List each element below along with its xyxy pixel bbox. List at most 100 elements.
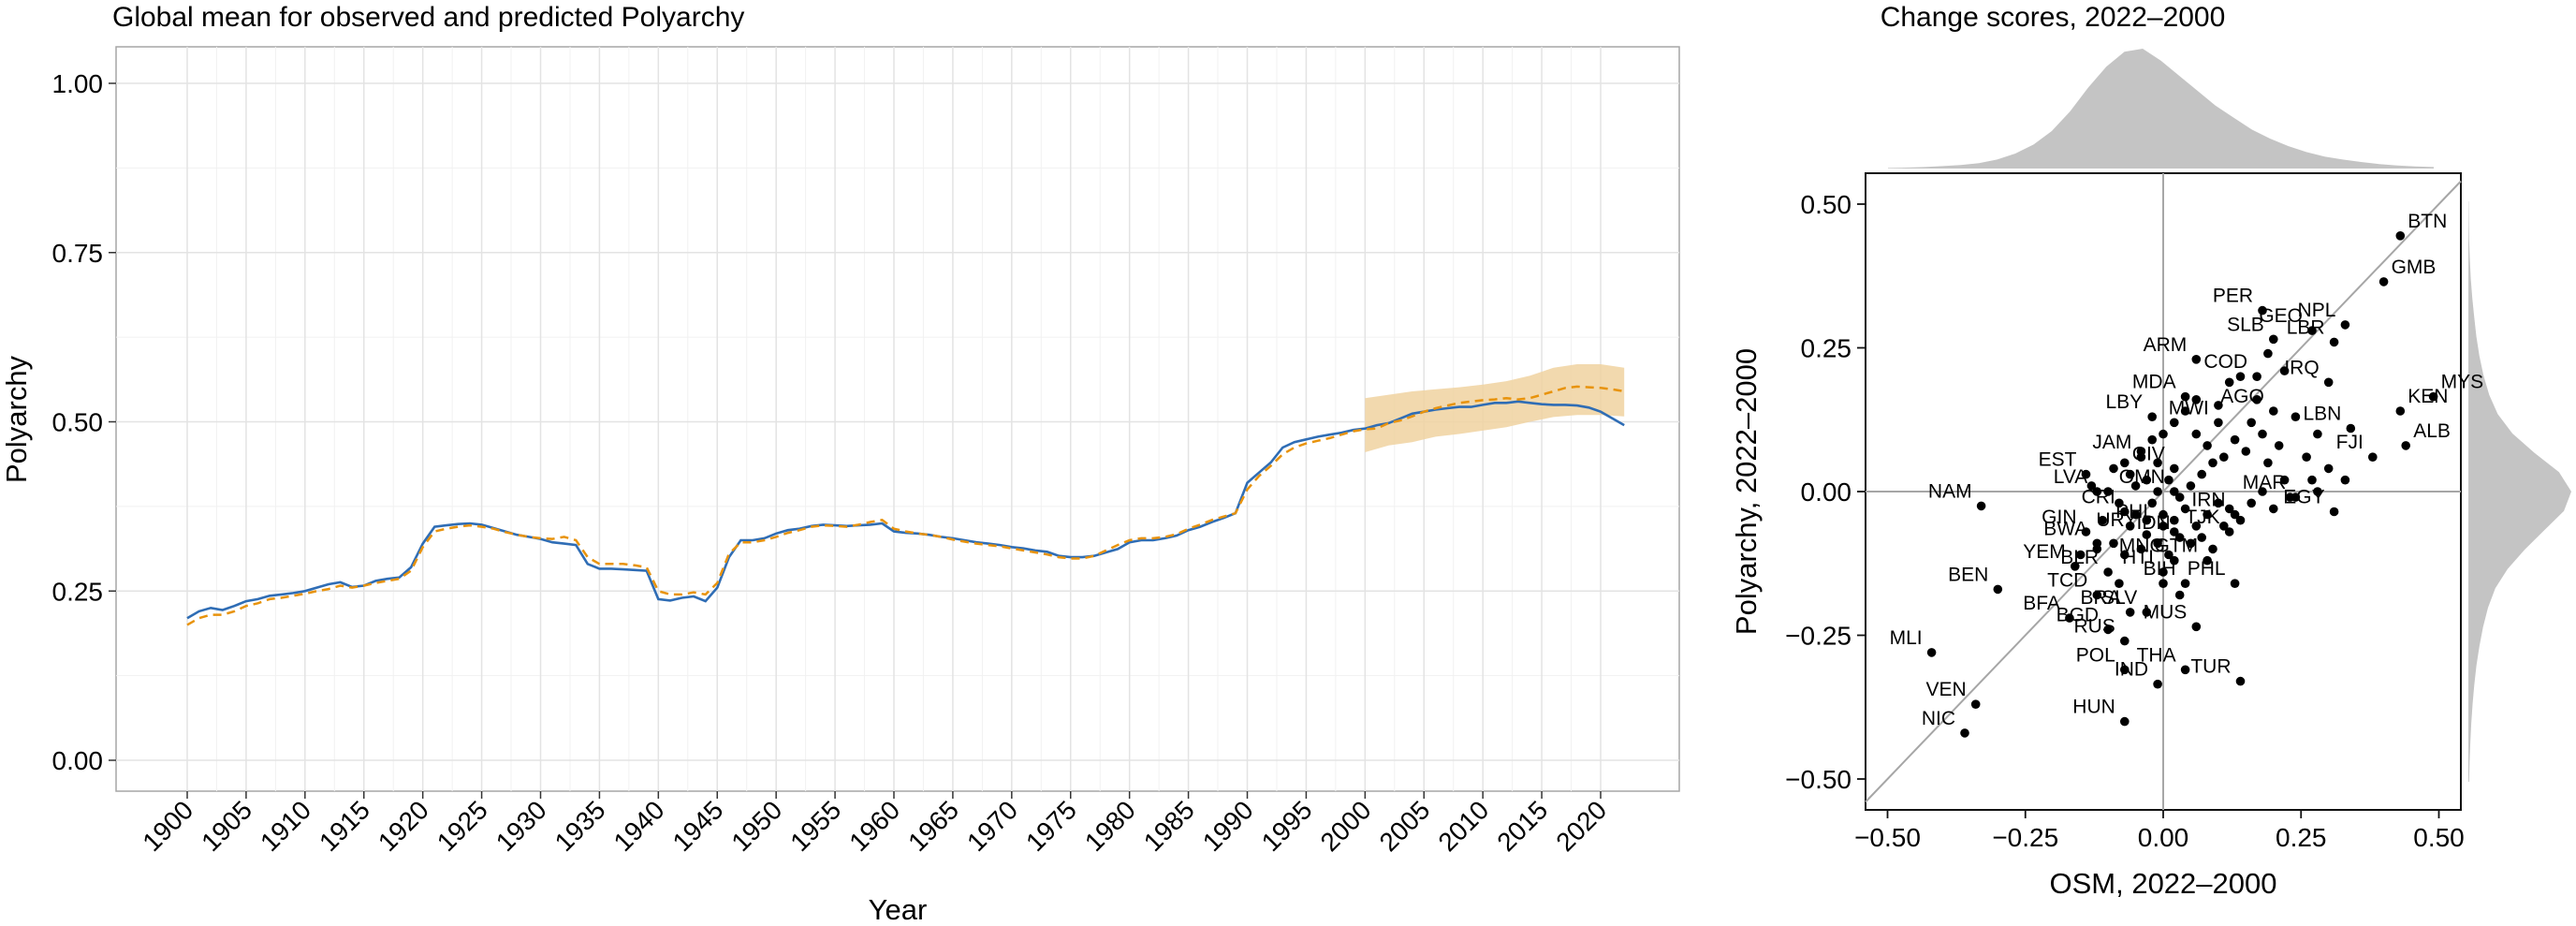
point-label: BWA (2043, 518, 2087, 539)
x-tick-label: 1905 (196, 795, 257, 857)
scatter-point (2302, 452, 2311, 463)
scatter-point (2252, 395, 2261, 404)
point-label: YEM (2023, 541, 2066, 563)
y-tick-label: 1.00 (52, 69, 104, 98)
scatter-point (2263, 458, 2273, 468)
point-label: OMN (2119, 466, 2165, 488)
scatter-point (2291, 492, 2301, 502)
point-label: NPL (2298, 300, 2336, 321)
point-label: URY (2096, 509, 2137, 531)
scatter-point (2180, 391, 2190, 402)
point-label: TCD (2047, 570, 2087, 592)
point-label: MLI (1890, 627, 1923, 649)
x-tick-label: 1945 (667, 795, 729, 857)
scatter-point (2071, 562, 2080, 571)
point-label: LVA (2054, 466, 2088, 488)
scatter-point (2081, 527, 2091, 536)
point-label: HTI (2122, 547, 2154, 568)
scatter-point (2115, 498, 2124, 508)
scatter-point (2329, 337, 2339, 347)
x-tick-label: 0.25 (2276, 823, 2327, 852)
scatter-point (2197, 469, 2206, 479)
scatter-point (2130, 481, 2141, 491)
scatter-point (2120, 458, 2130, 468)
point-label: BIH (2144, 558, 2176, 580)
x-tick-label: 2015 (1491, 795, 1553, 857)
point-label: JAM (2092, 432, 2131, 453)
scatter-point (2340, 475, 2350, 485)
point-label: POL (2076, 644, 2115, 666)
scatter-point (1960, 728, 1969, 738)
scatter-point (2274, 441, 2284, 450)
scatter-point (2329, 507, 2339, 517)
x-tick-label: 1995 (1256, 795, 1318, 857)
point-label: NIC (1922, 708, 1955, 729)
y-tick-label: 0.00 (52, 746, 104, 775)
scatter-y-label: Polyarchy, 2022–2000 (1730, 348, 1763, 635)
scatter-point (2313, 487, 2322, 496)
scatter-point (2136, 544, 2146, 554)
x-marginal-density (1888, 49, 2434, 169)
point-label: ALB (2413, 420, 2451, 442)
scatter-point (2235, 676, 2246, 686)
scatter-point (2098, 515, 2107, 525)
scatter-point (2235, 372, 2246, 382)
scatter-point (2174, 492, 2185, 502)
scatter-point (2269, 406, 2278, 416)
scatter-point (2428, 391, 2438, 402)
scatter-point (2191, 429, 2202, 439)
point-label: EGY (2283, 487, 2324, 508)
x-tick-label: 0.00 (2138, 823, 2189, 852)
scatter-point (2109, 463, 2118, 474)
x-tick-label: 1910 (255, 795, 316, 857)
scatter-point (2142, 475, 2152, 485)
point-label: MNG (2119, 536, 2165, 557)
point-label: RUS (2073, 616, 2115, 638)
scatter-point (2174, 533, 2185, 542)
point-label: BGD (2056, 604, 2100, 625)
scatter-point (1926, 648, 1937, 657)
scatter-point (2224, 527, 2234, 536)
point-label: PHL (2115, 501, 2154, 522)
x-tick-label: 1990 (1197, 795, 1259, 857)
scatter-point (1993, 584, 2003, 595)
x-tick-label: 1965 (902, 795, 964, 857)
scatter-point (2346, 423, 2356, 434)
scatter-point (2130, 509, 2141, 520)
scatter-point (2120, 507, 2130, 517)
scatter-point (2159, 429, 2168, 439)
scatter-point (2125, 469, 2135, 479)
point-label: PHL (2188, 558, 2226, 580)
scatter-point (2203, 509, 2212, 520)
scatter-point (2307, 475, 2317, 485)
point-label: BRA (2081, 587, 2121, 609)
scatter-point (2313, 429, 2322, 439)
x-tick-label: 1950 (725, 795, 787, 857)
scatter-point (2279, 475, 2290, 485)
scatter-point (2142, 608, 2152, 617)
scatter-point (2159, 522, 2168, 531)
point-label: THA (2137, 644, 2176, 666)
y-marginal-density (2468, 201, 2571, 782)
point-label: TJK (2185, 507, 2219, 528)
scatter-point (2170, 527, 2179, 536)
scatter-point (2208, 458, 2217, 468)
y-tick-label: −0.50 (1785, 765, 1852, 794)
point-label: LBN (2303, 404, 2341, 425)
x-tick-label: 1955 (784, 795, 846, 857)
point-label: MUS (2144, 601, 2188, 623)
x-tick-label: 1980 (1079, 795, 1141, 857)
scatter-point (2180, 665, 2190, 675)
scatter-point (2368, 452, 2378, 463)
scatter-point (2307, 326, 2317, 335)
point-label: IRQ (2284, 357, 2319, 378)
y-tick-label: 0.25 (1801, 334, 1852, 363)
scatter-point (2103, 487, 2113, 496)
scatter-point (2081, 469, 2091, 479)
predicted-series-line (186, 385, 1625, 626)
scatter-point (2252, 372, 2261, 382)
y-tick-label: −0.25 (1785, 622, 1852, 651)
x-tick-label: 1925 (432, 795, 493, 857)
x-tick-label: −0.50 (1854, 823, 1921, 852)
